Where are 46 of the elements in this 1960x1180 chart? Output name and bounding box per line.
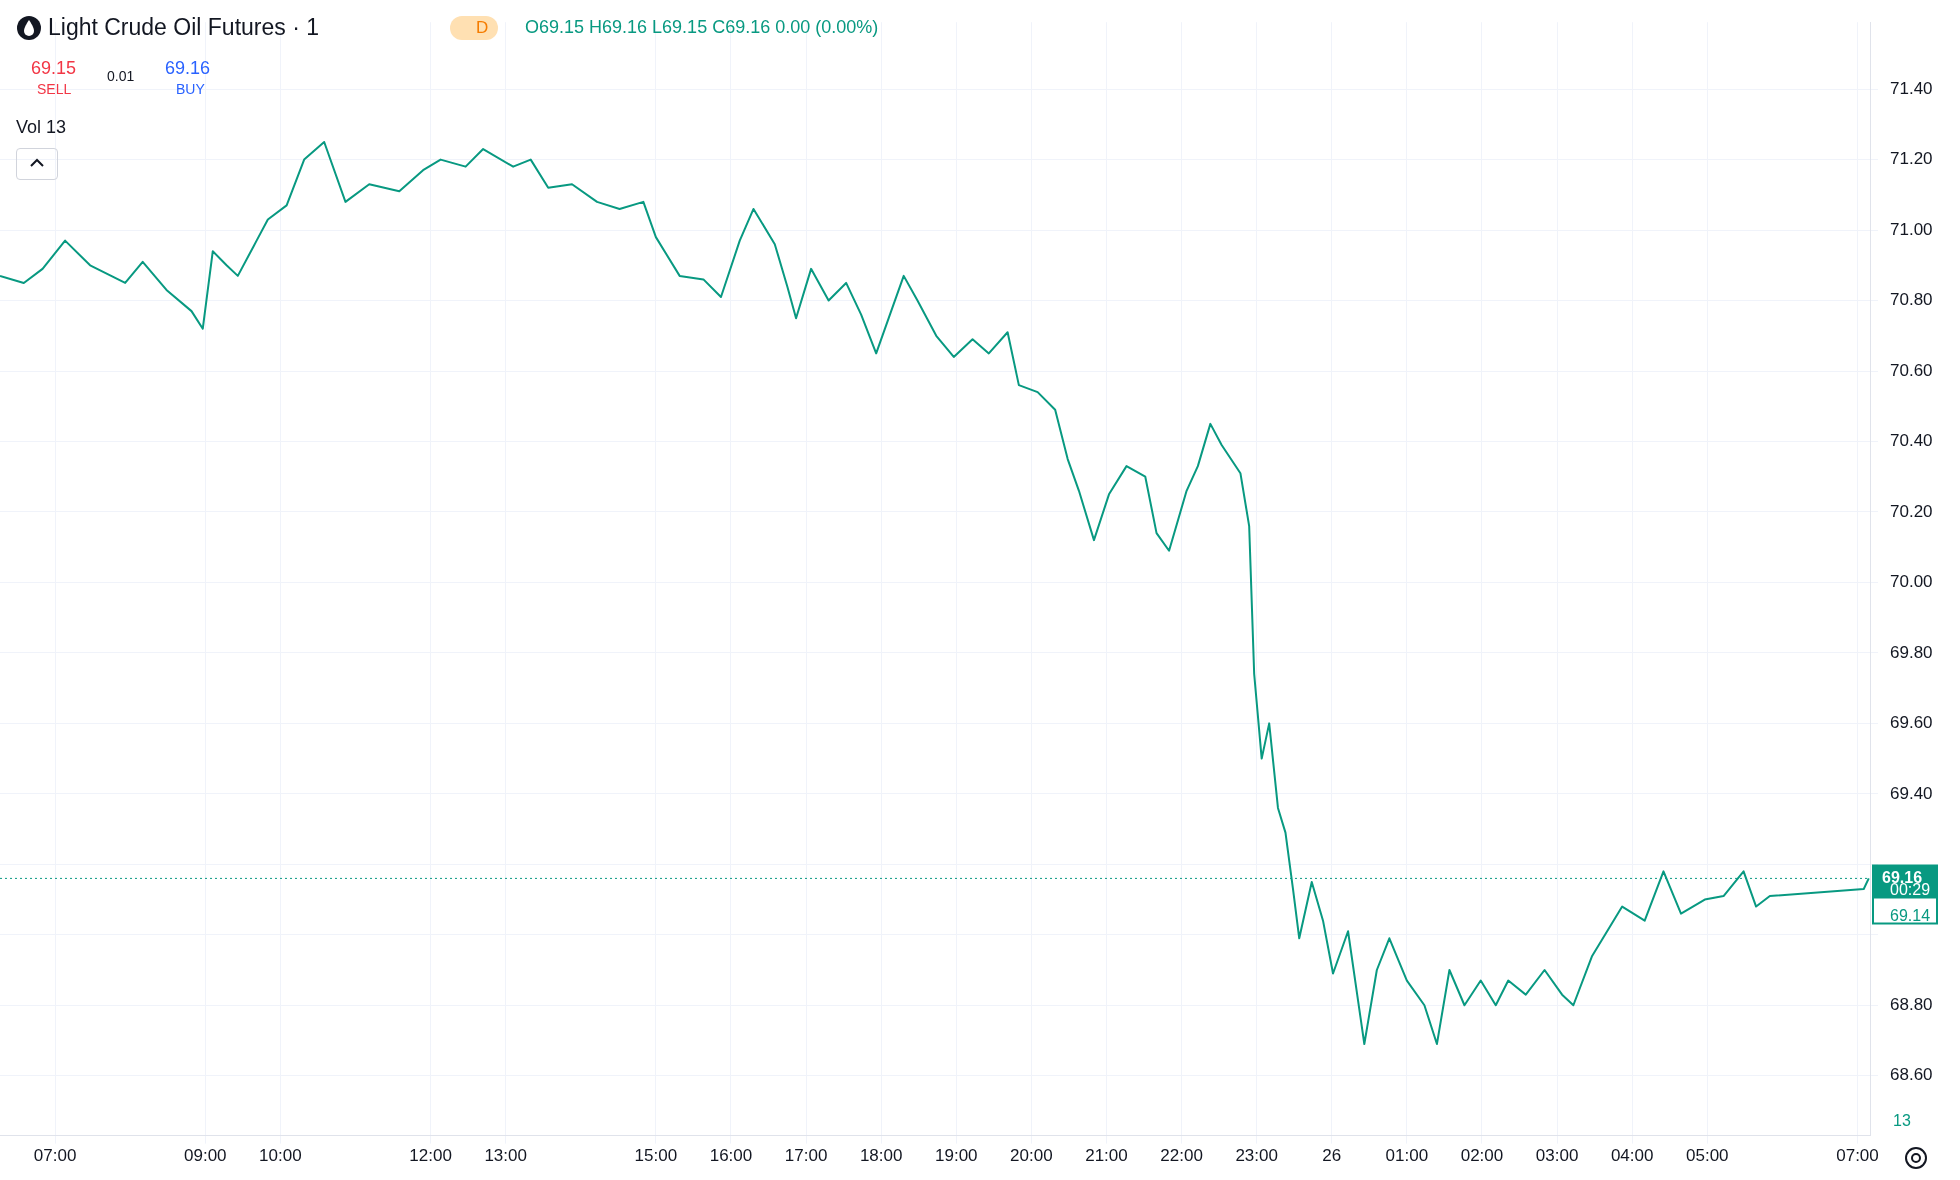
y-tick-label: 69.60 xyxy=(1890,713,1933,733)
y-tick-label: 68.80 xyxy=(1890,994,1933,1014)
y-tick-label: 69.80 xyxy=(1890,642,1933,662)
annotation: Vol 13 xyxy=(16,117,67,138)
y-tick-label: 71.40 xyxy=(1890,78,1933,98)
x-tick-label: 26 xyxy=(1322,1146,1342,1166)
chart-title: Light Crude Oil Futures · 1 xyxy=(48,14,320,41)
annotation: 69.16 xyxy=(165,58,211,79)
annotation: BUY xyxy=(176,81,205,97)
x-tick-label: 23:00 xyxy=(1235,1146,1278,1166)
y-tick-label: 71.00 xyxy=(1890,219,1933,239)
text: 00:29 xyxy=(1890,881,1931,899)
y-tick-label: 71.20 xyxy=(1890,149,1933,169)
x-tick-label: 04:00 xyxy=(1610,1146,1654,1166)
annotation: SELL xyxy=(37,81,72,97)
x-tick-label: 10:00 xyxy=(259,1146,302,1166)
y-tick-label: 68.60 xyxy=(1890,1065,1933,1085)
text: 13 xyxy=(1893,1112,1911,1130)
x-tick-label: 07:00 xyxy=(1836,1146,1879,1166)
x-tick-label: 02:00 xyxy=(1460,1146,1504,1166)
y-tick-label: 70.40 xyxy=(1890,431,1933,451)
annotation: O69.15 H69.16 L69.15 C69.16 0.00 (0.00%) xyxy=(525,17,879,38)
x-tick-label: 12:00 xyxy=(409,1146,452,1166)
y-tick-label: 70.20 xyxy=(1890,501,1933,521)
x-tick-label: 09:00 xyxy=(184,1146,227,1166)
annotation: D xyxy=(450,16,499,40)
x-tick-label: 17:00 xyxy=(784,1146,828,1166)
x-tick-label: 21:00 xyxy=(1085,1146,1128,1166)
y-tick-label: 70.60 xyxy=(1890,360,1933,380)
x-tick-label: 22:00 xyxy=(1160,1146,1203,1166)
x-tick-label: 13:00 xyxy=(484,1146,527,1166)
annotation: 0.01 xyxy=(107,68,135,84)
x-tick-label: 05:00 xyxy=(1686,1146,1729,1166)
x-tick-label: 20:00 xyxy=(1010,1146,1053,1166)
text: 69.14 xyxy=(1890,907,1931,925)
x-tick-label: 03:00 xyxy=(1535,1146,1579,1166)
y-tick-label: 69.40 xyxy=(1890,783,1933,803)
x-tick-label: 19:00 xyxy=(935,1146,978,1166)
x-tick-label: 01:00 xyxy=(1385,1146,1429,1166)
y-tick-label: 70.80 xyxy=(1890,290,1933,310)
y-tick-label: 70.00 xyxy=(1890,572,1933,592)
x-tick-label: 18:00 xyxy=(859,1146,903,1166)
x-tick-label: 07:00 xyxy=(33,1146,77,1166)
x-tick-label: 16:00 xyxy=(709,1146,753,1166)
x-tick-label: 15:00 xyxy=(634,1146,678,1166)
annotation: 69.15 xyxy=(31,58,77,79)
